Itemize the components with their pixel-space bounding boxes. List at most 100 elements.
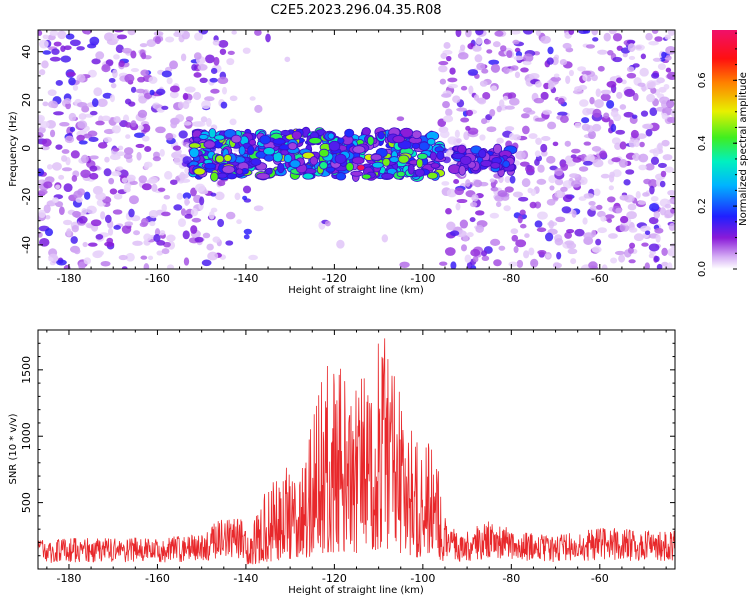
noise-point (652, 57, 662, 62)
noise-point (518, 196, 529, 202)
noise-point (470, 248, 481, 257)
noise-point (194, 32, 204, 41)
noise-point (568, 69, 574, 77)
noise-point (447, 77, 458, 83)
noise-point (610, 123, 617, 133)
noise-point (592, 37, 599, 42)
noise-point (184, 86, 196, 93)
noise-point (89, 172, 99, 180)
noise-point (87, 130, 98, 137)
noise-point (546, 198, 556, 206)
noise-point (324, 220, 331, 227)
noise-point (460, 85, 468, 91)
noise-point (212, 236, 221, 243)
noise-point (190, 225, 198, 234)
noise-point (38, 168, 45, 177)
noise-point (545, 253, 551, 259)
noise-point (130, 86, 137, 93)
noise-point (555, 216, 566, 223)
noise-point (665, 46, 675, 55)
signal-point (319, 161, 329, 170)
noise-point (105, 59, 114, 67)
noise-point (38, 30, 43, 36)
noise-point (217, 218, 225, 228)
noise-point (522, 30, 534, 35)
noise-point (140, 52, 147, 60)
noise-point (616, 77, 623, 84)
noise-point (63, 264, 71, 269)
noise-point (113, 30, 124, 33)
noise-point (490, 85, 498, 92)
noise-point (646, 93, 656, 103)
noise-point (161, 105, 169, 110)
noise-point (489, 178, 495, 183)
signal-point (381, 172, 394, 180)
signal-point (247, 145, 255, 156)
noise-point (567, 248, 578, 255)
noise-point (535, 30, 541, 36)
noise-point (574, 228, 585, 237)
noise-point (191, 63, 197, 71)
noise-point (623, 111, 634, 118)
signal-point (280, 129, 291, 136)
noise-point (615, 129, 626, 135)
noise-point (100, 260, 111, 267)
signal-point (289, 159, 301, 169)
noise-point (657, 63, 666, 71)
noise-point (578, 30, 589, 35)
noise-point (194, 121, 206, 127)
noise-point (123, 147, 134, 155)
signal-point (325, 166, 336, 173)
signal-point (189, 147, 200, 158)
noise-point (446, 221, 456, 231)
noise-point (490, 186, 499, 192)
noise-point (127, 30, 136, 36)
signal-point (250, 158, 262, 166)
noise-point (55, 184, 61, 190)
noise-point (42, 34, 49, 40)
noise-point (141, 123, 151, 133)
noise-point (640, 225, 651, 233)
noise-point (506, 50, 513, 58)
noise-point (116, 34, 128, 40)
noise-point (669, 243, 675, 249)
noise-point (565, 75, 571, 85)
noise-point (513, 246, 519, 254)
noise-point (494, 30, 504, 37)
noise-point (173, 31, 182, 37)
spectrogram-points (38, 30, 675, 269)
signal-point (361, 127, 371, 136)
noise-point (533, 97, 545, 104)
signal-point (490, 162, 501, 169)
noise-point (552, 262, 562, 269)
noise-point (479, 80, 488, 87)
noise-point (481, 250, 488, 257)
noise-point (38, 114, 45, 123)
noise-point (169, 85, 180, 93)
y-tick-label: 1000 (20, 422, 33, 450)
noise-point (103, 136, 113, 143)
spectrogram-panel: -180 -160 -140 -120 -100 -80 -60 -40 -20 0 20 40 He… (8, 29, 676, 296)
noise-point (664, 55, 672, 61)
noise-point (559, 59, 568, 66)
noise-point (625, 169, 635, 175)
noise-point (610, 257, 618, 264)
noise-point (441, 181, 450, 186)
noise-point (607, 196, 616, 203)
noise-point (202, 232, 211, 239)
x-tick-label: -180 (56, 272, 81, 285)
x-tick-label: -120 (322, 572, 347, 585)
noise-point (520, 67, 529, 73)
noise-point (91, 98, 99, 108)
noise-point (503, 205, 511, 212)
noise-point (176, 192, 183, 200)
noise-point (253, 205, 264, 212)
noise-point (111, 125, 121, 134)
noise-point (618, 159, 628, 168)
noise-point (164, 170, 173, 180)
noise-point (655, 234, 661, 243)
noise-point (220, 101, 228, 109)
noise-point (626, 66, 635, 73)
noise-point (547, 121, 557, 130)
noise-point (61, 149, 70, 154)
